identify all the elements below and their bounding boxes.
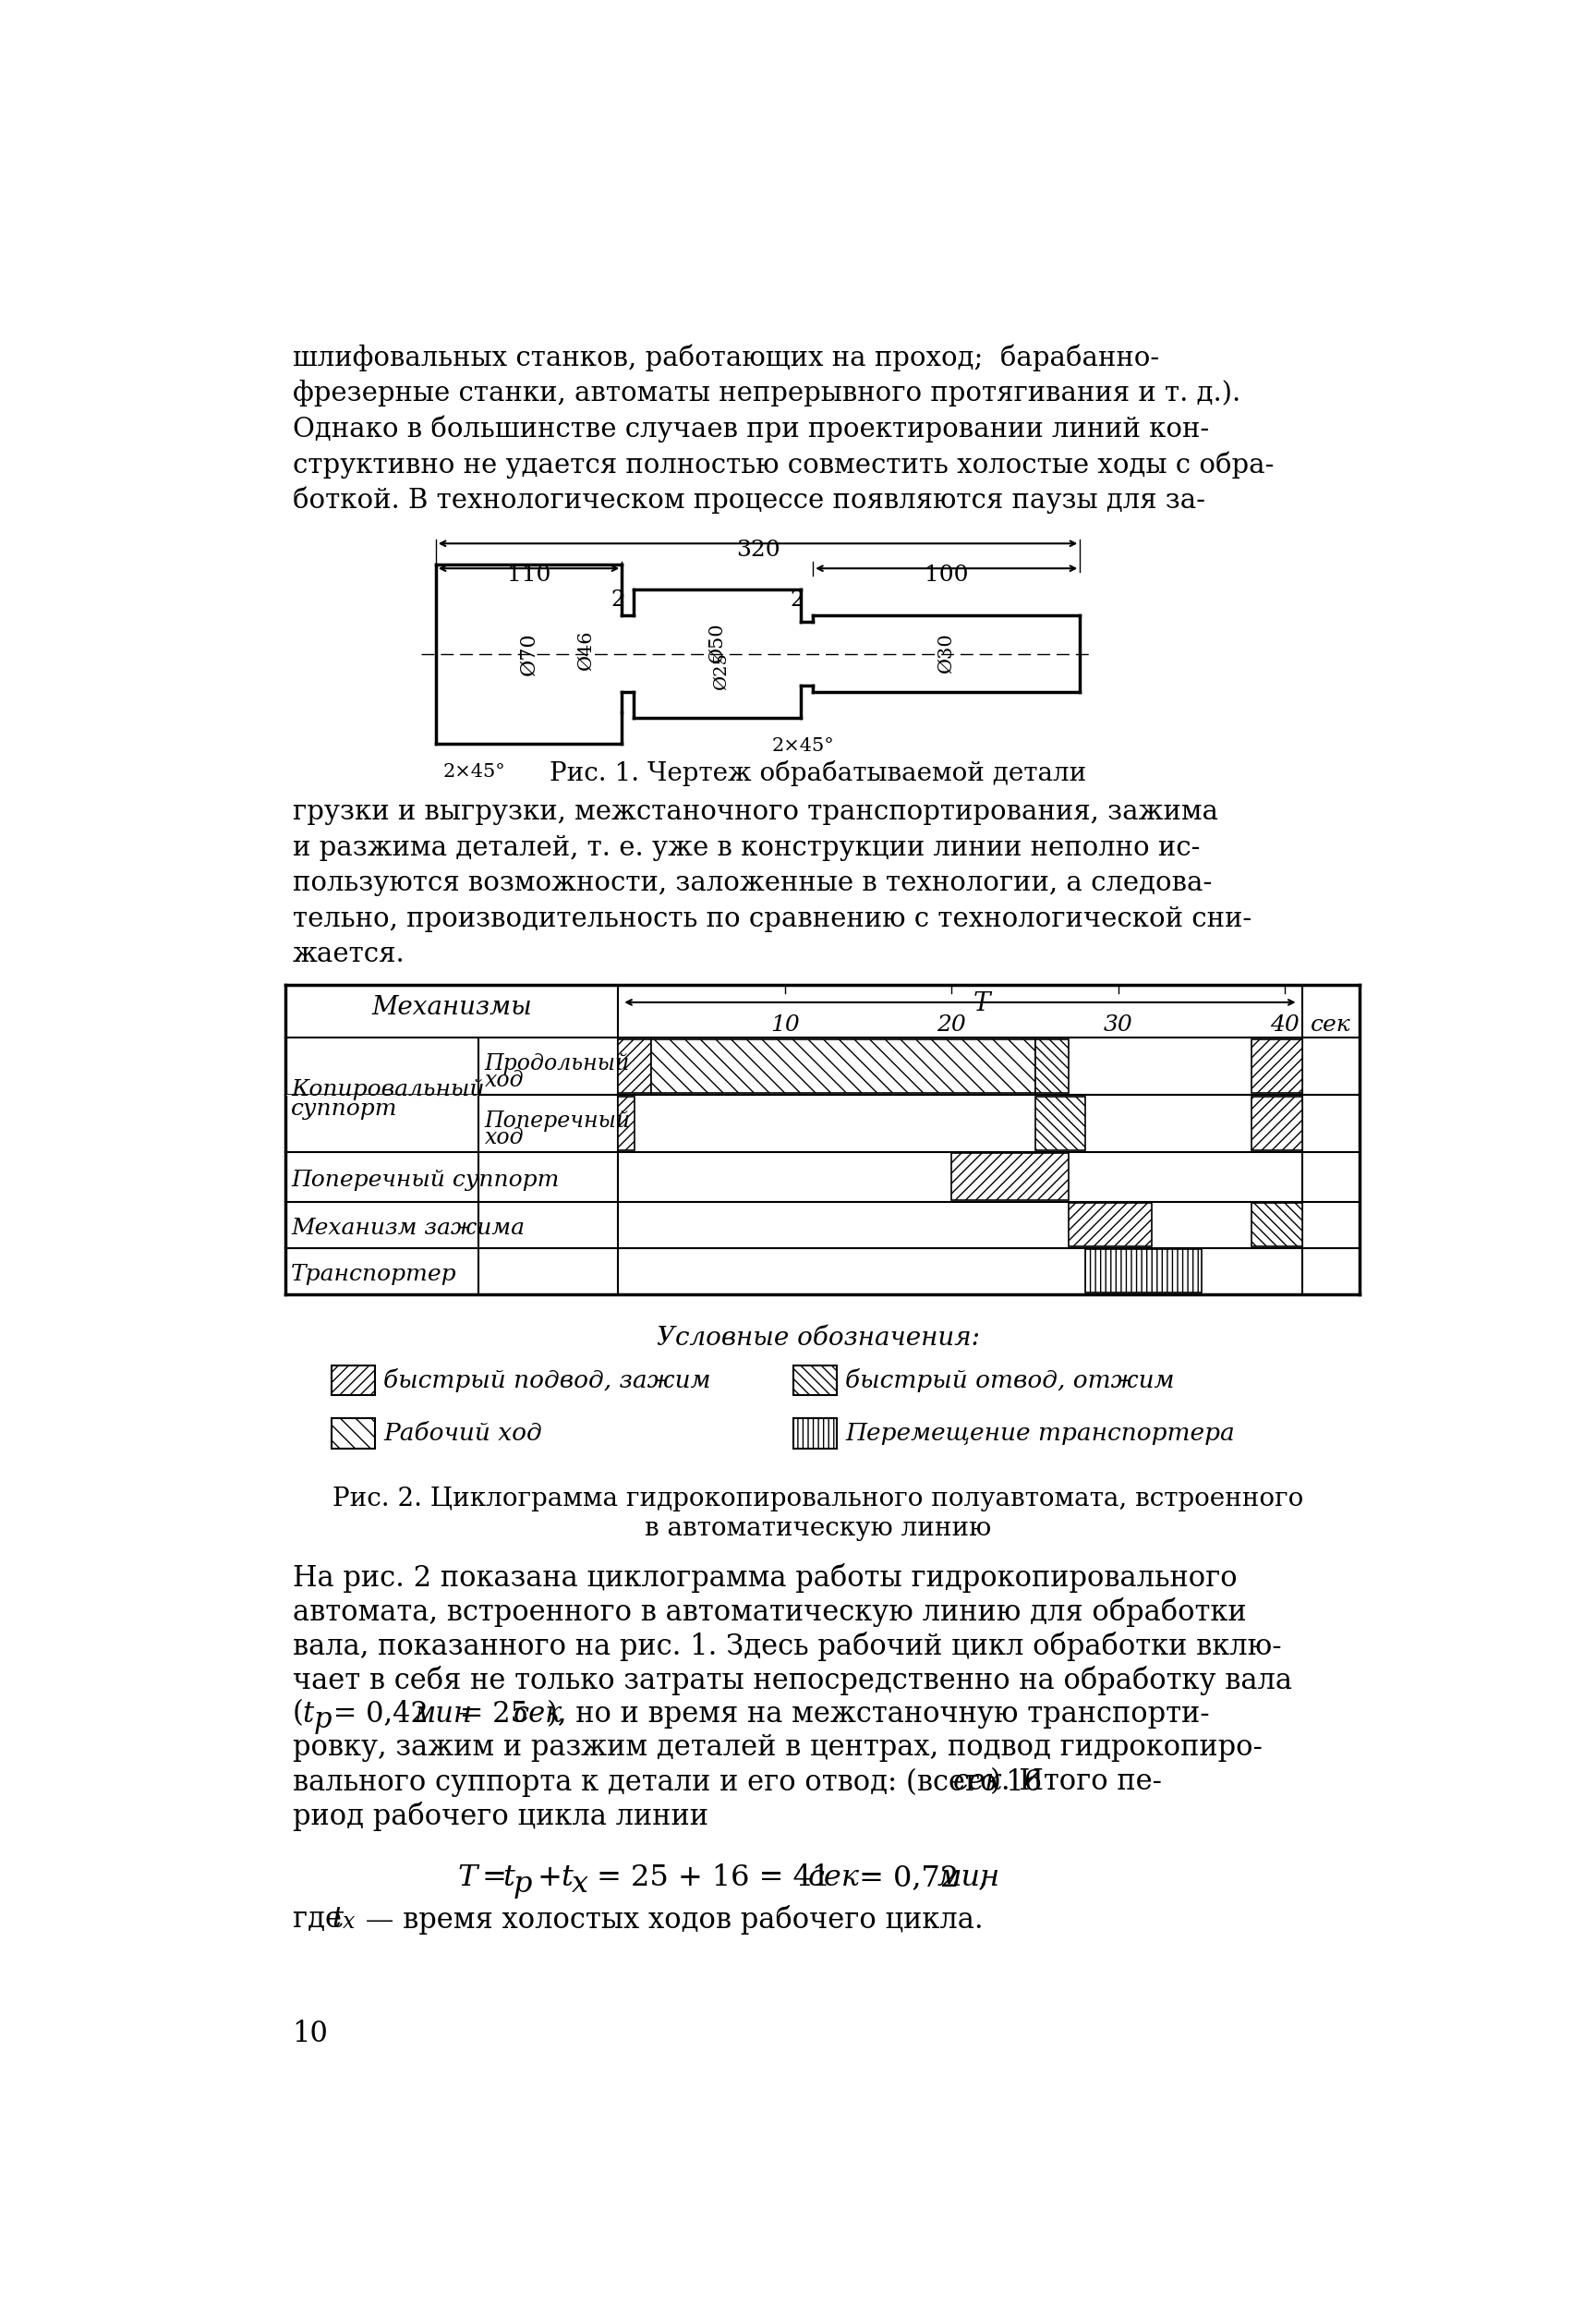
Text: T: T <box>974 992 990 1017</box>
Text: t: t <box>332 1905 343 1932</box>
Text: где: где <box>292 1905 351 1932</box>
Text: p: p <box>512 1870 531 1898</box>
Text: 20: 20 <box>937 1015 966 1035</box>
Bar <box>793 1365 836 1395</box>
Bar <box>1036 1040 1068 1093</box>
Text: Условные обозначения:: Условные обозначения: <box>656 1326 980 1351</box>
Text: Поперечный: Поперечный <box>485 1111 630 1132</box>
Text: ровку, зажим и разжим деталей в центрах, подвод гидрокопиро-: ровку, зажим и разжим деталей в центрах,… <box>292 1734 1262 1762</box>
Text: t: t <box>503 1863 514 1891</box>
Text: T: T <box>456 1863 477 1891</box>
Text: =: = <box>472 1863 517 1891</box>
Text: p: p <box>313 1704 332 1734</box>
Bar <box>1251 1095 1302 1151</box>
Text: Поперечный суппорт: Поперечный суппорт <box>290 1169 559 1190</box>
Text: Ø25: Ø25 <box>713 653 729 689</box>
Text: 30: 30 <box>1104 1015 1133 1035</box>
Text: сек: сек <box>1310 1015 1350 1035</box>
Text: суппорт: суппорт <box>290 1098 397 1121</box>
Text: ,: , <box>978 1863 988 1891</box>
Text: сек: сек <box>808 1863 860 1891</box>
Text: 2: 2 <box>611 590 626 611</box>
Text: = 25: = 25 <box>450 1700 538 1727</box>
Text: Однако в большинстве случаев при проектировании линий кон-: Однако в большинстве случаев при проекти… <box>292 415 1208 443</box>
Text: Продольный: Продольный <box>485 1054 630 1075</box>
Text: фрезерные станки, автоматы непрерывного протягивания и т. д.).: фрезерные станки, автоматы непрерывного … <box>292 380 1240 406</box>
Text: 10: 10 <box>771 1015 800 1035</box>
Text: вального суппорта к детали и его отвод: (всего 16: вального суппорта к детали и его отвод: … <box>292 1769 1050 1796</box>
Text: 10: 10 <box>292 2020 329 2048</box>
Text: = 0,72: = 0,72 <box>849 1863 969 1891</box>
Text: Ø50: Ø50 <box>709 623 726 664</box>
Text: жается.: жается. <box>292 941 405 969</box>
Text: = 0,42: = 0,42 <box>324 1700 437 1727</box>
Bar <box>793 1418 836 1448</box>
Text: пользуются возможности, заложенные в технологии, а следова-: пользуются возможности, заложенные в тех… <box>292 872 1211 897</box>
Text: 2×45°: 2×45° <box>442 763 506 782</box>
Text: Механизм зажима: Механизм зажима <box>290 1218 525 1238</box>
Text: грузки и выгрузки, межстаночного транспортирования, зажима: грузки и выгрузки, межстаночного транспо… <box>292 800 1218 826</box>
Text: сек: сек <box>512 1700 562 1727</box>
Text: Ø46: Ø46 <box>578 630 595 671</box>
Text: 40: 40 <box>1270 1015 1299 1035</box>
Text: На рис. 2 показана циклограмма работы гидрокопировального: На рис. 2 показана циклограмма работы ги… <box>292 1563 1237 1593</box>
Bar <box>951 1153 1068 1199</box>
Text: — время холостых ходов рабочего цикла.: — время холостых ходов рабочего цикла. <box>358 1905 983 1935</box>
Bar <box>618 1040 651 1093</box>
Text: Ø30: Ø30 <box>938 634 956 673</box>
Text: тельно, производительность по сравнению с технологической сни-: тельно, производительность по сравнению … <box>292 906 1251 932</box>
Text: 100: 100 <box>924 565 969 586</box>
Text: Копировальный: Копировальный <box>290 1079 485 1100</box>
Text: шлифовальных станков, работающих на проход;  барабанно-: шлифовальных станков, работающих на прох… <box>292 344 1159 371</box>
Text: 110: 110 <box>508 565 551 586</box>
Text: Перемещение транспортера: Перемещение транспортера <box>846 1423 1235 1446</box>
Text: риод рабочего цикла линии: риод рабочего цикла линии <box>292 1801 709 1831</box>
Text: x: x <box>343 1912 354 1932</box>
Text: ). Итого пе-: ). Итого пе- <box>991 1769 1162 1796</box>
Text: мин: мин <box>413 1700 472 1727</box>
Text: Механизмы: Механизмы <box>372 996 531 1019</box>
Bar <box>332 1365 375 1395</box>
Text: 2: 2 <box>790 590 804 611</box>
Bar <box>1036 1095 1085 1151</box>
Text: структивно не удается полностью совместить холостые ходы с обра-: структивно не удается полностью совмести… <box>292 452 1274 477</box>
Text: в автоматическую линию: в автоматическую линию <box>645 1515 991 1540</box>
Text: t: t <box>303 1700 314 1727</box>
Text: и разжима деталей, т. е. уже в конструкции линии неполно ис-: и разжима деталей, т. е. уже в конструкц… <box>292 835 1200 860</box>
Text: автомата, встроенного в автоматическую линию для обработки: автомата, встроенного в автоматическую л… <box>292 1598 1246 1626</box>
Text: +: + <box>528 1863 571 1891</box>
Text: чает в себя не только затраты непосредственно на обработку вала: чает в себя не только затраты непосредст… <box>292 1665 1291 1695</box>
Text: сек: сек <box>953 1769 1002 1796</box>
Text: (: ( <box>292 1700 303 1727</box>
Bar <box>1251 1204 1302 1245</box>
Text: Транспортер: Транспортер <box>290 1264 456 1284</box>
Bar <box>1068 1204 1152 1245</box>
Text: Рабочий ход: Рабочий ход <box>383 1423 543 1446</box>
Text: = 25 + 16 = 41: = 25 + 16 = 41 <box>587 1863 839 1891</box>
Text: 2×45°: 2×45° <box>772 738 835 756</box>
Text: t: t <box>560 1863 573 1891</box>
Text: Рис. 2. Циклограмма гидрокопировального полуавтомата, встроенного: Рис. 2. Циклограмма гидрокопировального … <box>332 1485 1304 1510</box>
Bar <box>332 1418 375 1448</box>
Bar <box>618 1095 635 1151</box>
Text: ), но и время на межстаночную транспорти-: ), но и время на межстаночную транспорти… <box>547 1700 1210 1727</box>
Text: мин: мин <box>937 1863 999 1891</box>
Text: вала, показанного на рис. 1. Здесь рабочий цикл обработки вклю-: вала, показанного на рис. 1. Здесь рабоч… <box>292 1630 1282 1660</box>
Text: x: x <box>571 1870 589 1898</box>
Bar <box>1085 1250 1202 1294</box>
Text: ход: ход <box>485 1128 523 1148</box>
Bar <box>1251 1040 1302 1093</box>
Text: Рис. 1. Чертеж обрабатываемой детали: Рис. 1. Чертеж обрабатываемой детали <box>549 761 1087 786</box>
Text: быстрый отвод, отжим: быстрый отвод, отжим <box>846 1370 1175 1393</box>
Text: боткой. В технологическом процессе появляются паузы для за-: боткой. В технологическом процессе появл… <box>292 487 1205 514</box>
Bar <box>651 1040 1036 1093</box>
Text: ход: ход <box>485 1070 523 1091</box>
Text: 320: 320 <box>736 540 780 560</box>
Text: Ø70: Ø70 <box>519 632 539 676</box>
Text: быстрый подвод, зажим: быстрый подвод, зажим <box>383 1370 710 1393</box>
